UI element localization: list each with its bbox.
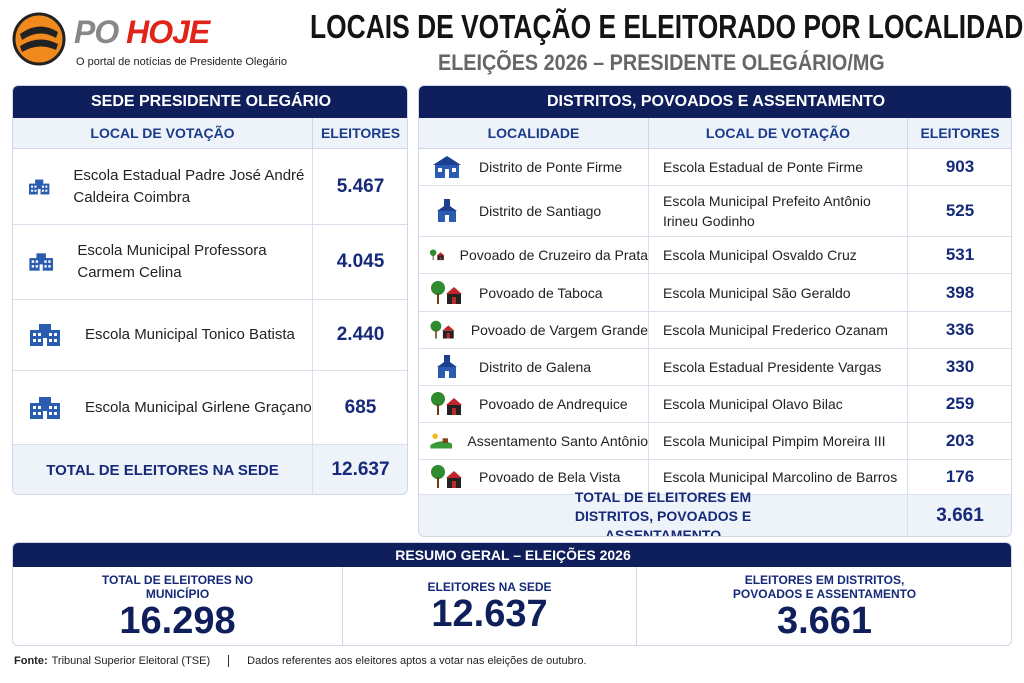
- footer-label: Fonte:: [14, 655, 48, 667]
- logo-part: PO: [74, 14, 119, 50]
- icon: [431, 280, 462, 304]
- icon: [30, 396, 60, 419]
- summary-value: 3.661: [776, 600, 873, 642]
- locality-name: Povoado de Cruzeiro da Prata: [459, 247, 648, 263]
- logo-part: HOJE: [126, 14, 210, 50]
- summary-item: TOTAL DE ELEITORES NO MUNICÍPIO 16.298: [13, 567, 343, 645]
- location-cell: Escola Municipal Frederico Ozanam: [649, 312, 908, 349]
- voters-cell: 685: [313, 371, 407, 445]
- logo-tagline: O portal de notícias de Presidente Olegá…: [76, 56, 287, 68]
- separator: [228, 655, 230, 667]
- location-cell: Escola Municipal Olavo Bilac: [649, 386, 908, 423]
- location-cell: Escola Municipal Tonico Batista: [13, 300, 313, 371]
- icon: [431, 392, 462, 415]
- location-cell: Escola Estadual Presidente Vargas: [649, 349, 908, 386]
- location-name: Escola Municipal Tonico Batista: [85, 326, 295, 343]
- summary-panel: RESUMO GERAL – ELEIÇÕES 2026 TOTAL DE ELE…: [12, 542, 1012, 646]
- locality-name: Povoado de Vargem Grande: [470, 322, 648, 338]
- voters-cell: 330: [908, 349, 1011, 386]
- footer-source: Tribunal Superior Eleitoral (TSE): [51, 655, 211, 667]
- column-header: ELEITORES: [313, 118, 407, 149]
- footer-note: Dados referentes aos eleitores aptos a v…: [247, 655, 587, 667]
- locality-cell: Distrito de Santiago: [419, 186, 649, 237]
- subtitle: ELEIÇÕES 2026 – PRESIDENTE OLEGÁRIO/MG: [438, 50, 885, 75]
- icon: [433, 156, 461, 178]
- locality-name: Distrito de Santiago: [479, 203, 602, 219]
- voters-cell: 203: [908, 423, 1011, 460]
- voters-cell: 903: [908, 149, 1011, 186]
- voters-cell: 2.440: [313, 300, 407, 371]
- column-header: ELEITORES: [908, 118, 1011, 149]
- icon: [30, 324, 60, 346]
- location-cell: Escola Municipal Marcolino de Barros: [649, 460, 908, 495]
- locality-name: Distrito de Galena: [479, 359, 592, 375]
- locality-cell: Distrito de Galena: [419, 349, 649, 386]
- column-header: LOCAL DE VOTAÇÃO: [649, 118, 908, 149]
- summary-label: ELEITORES NA SEDE: [427, 580, 552, 594]
- location-name: Escola Municipal Professora Carmem Celin…: [77, 242, 267, 281]
- voters-cell: 176: [908, 460, 1011, 495]
- total-value: 12.637: [313, 445, 407, 494]
- location-cell: Escola Estadual Padre José André Caldeir…: [13, 149, 313, 225]
- title: LOCAIS DE VOTAÇÃO E ELEITORADO POR LOCAL…: [310, 8, 1024, 45]
- locality-name: Povoado de Bela Vista: [479, 469, 621, 485]
- locality-name: Povoado de Andrequice: [479, 396, 628, 412]
- logo: PO HOJE O portal de notícias de Presiden…: [12, 10, 292, 72]
- icon: [431, 465, 462, 488]
- icon: [430, 433, 453, 449]
- voters-cell: 4.045: [313, 225, 407, 300]
- summary-value: 12.637: [431, 593, 548, 635]
- locality-cell: Povoado de Vargem Grande: [419, 312, 649, 349]
- locality-cell: Povoado de Cruzeiro da Prata: [419, 237, 649, 274]
- panel-title: SEDE PRESIDENTE OLEGÁRIO: [13, 86, 407, 118]
- summary-title: RESUMO GERAL – ELEIÇÕES 2026: [13, 543, 1011, 567]
- location-cell: Escola Municipal Prefeito Antônio Irineu…: [649, 186, 908, 237]
- icon: [437, 355, 457, 378]
- icon: [430, 320, 455, 339]
- locality-name: Distrito de Ponte Firme: [479, 159, 623, 175]
- voters-cell: 5.467: [313, 149, 407, 225]
- column-header: LOCAL DE VOTAÇÃO: [13, 118, 313, 149]
- location-cell: Escola Municipal Osvaldo Cruz: [649, 237, 908, 274]
- location-name: Escola Municipal Girlene Graçano: [85, 398, 312, 416]
- icon: [429, 249, 445, 261]
- logo-text: PO HOJE: [74, 14, 210, 51]
- summary-value: 16.298: [119, 600, 236, 642]
- location-name: Escola Estadual Padre José André Caldeir…: [73, 166, 305, 206]
- summary-label: ELEITORES EM DISTRITOS, POVOADOS E ASSEN…: [732, 573, 917, 601]
- sede-panel: SEDE PRESIDENTE OLEGÁRIO LOCAL DE VOTAÇÃO…: [12, 85, 408, 495]
- icon: [29, 253, 54, 271]
- voters-cell: 525: [908, 186, 1011, 237]
- location-cell: Escola Estadual de Ponte Firme: [649, 149, 908, 186]
- icon: [437, 199, 457, 222]
- footer: Fonte: Tribunal Superior Eleitoral (TSE)…: [14, 655, 587, 667]
- distritos-panel: DISTRITOS, POVOADOS E ASSENTAMENTO LOCALI…: [418, 85, 1012, 537]
- summary-item: ELEITORES EM DISTRITOS, POVOADOS E ASSEN…: [637, 567, 1011, 645]
- logo-icon: [12, 12, 66, 66]
- locality-cell: Povoado de Andrequice: [419, 386, 649, 423]
- voters-cell: 531: [908, 237, 1011, 274]
- voters-cell: 398: [908, 274, 1011, 312]
- panel-title: DISTRITOS, POVOADOS E ASSENTAMENTO: [419, 86, 1011, 118]
- location-cell: Escola Municipal São Geraldo: [649, 274, 908, 312]
- locality-name: Assentamento Santo Antônio: [467, 433, 648, 449]
- locality-cell: Distrito de Ponte Firme: [419, 149, 649, 186]
- locality-cell: Povoado de Bela Vista: [419, 460, 649, 495]
- total-label: TOTAL DE ELEITORES EM DISTRITOS, POVOADO…: [419, 489, 908, 536]
- location-cell: Escola Municipal Professora Carmem Celin…: [13, 225, 313, 300]
- voters-cell: 336: [908, 312, 1011, 349]
- total-label: TOTAL DE ELEITORES NA SEDE: [13, 445, 313, 494]
- column-header: LOCALIDADE: [419, 118, 649, 149]
- location-cell: Escola Municipal Pimpim Moreira III: [649, 423, 908, 460]
- total-value: 3.661: [908, 495, 1011, 536]
- locality-cell: Povoado de Taboca: [419, 274, 649, 312]
- voters-cell: 259: [908, 386, 1011, 423]
- icon: [29, 179, 50, 194]
- summary-item: ELEITORES NA SEDE 12.637: [343, 567, 637, 645]
- summary-label: TOTAL DE ELEITORES NO MUNICÍPIO: [101, 573, 254, 601]
- locality-cell: Assentamento Santo Antônio: [419, 423, 649, 460]
- locality-name: Povoado de Taboca: [479, 284, 603, 301]
- location-cell: Escola Municipal Girlene Graçano: [13, 371, 313, 445]
